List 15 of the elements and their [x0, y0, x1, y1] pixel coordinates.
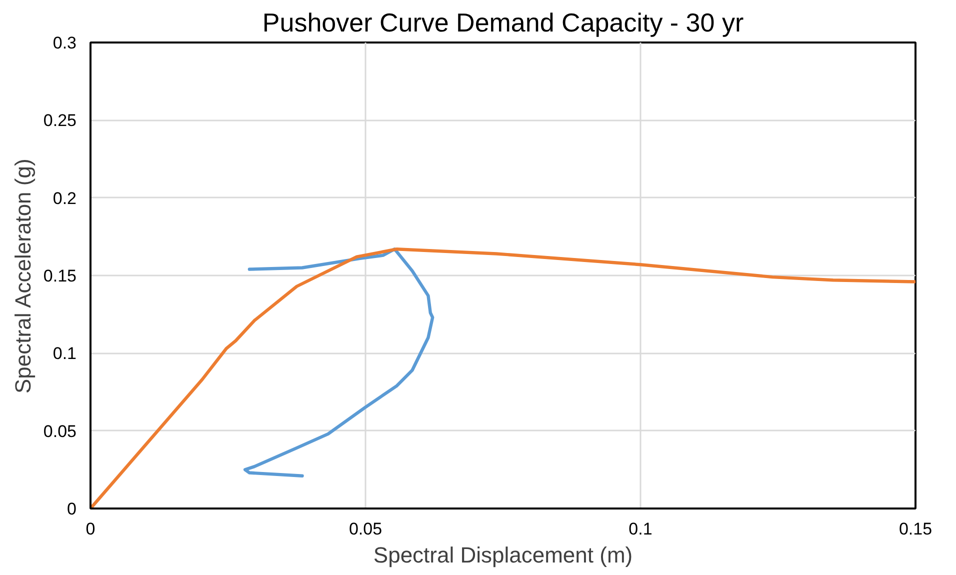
- y-tick-label: 0: [67, 500, 77, 518]
- y-tick-label: 0.2: [52, 188, 77, 208]
- chart-title: Pushover Curve Demand Capacity - 30 yr: [262, 8, 744, 38]
- x-tick-label: 0.05: [348, 520, 382, 538]
- x-axis-title: Spectral Displacement (m): [373, 542, 633, 568]
- line-series: [243, 247, 434, 478]
- y-tick-label: 0.3: [52, 34, 77, 52]
- y-tick-label: 0.1: [52, 344, 77, 364]
- x-tick-label: 0.1: [628, 520, 652, 538]
- x-tick-label: 0.15: [898, 520, 932, 538]
- y-tick-label: 0.05: [43, 422, 77, 441]
- x-tick-label: 0: [86, 520, 96, 538]
- y-tick-label: 0.15: [43, 266, 77, 286]
- y-tick-label: 0.25: [43, 111, 77, 130]
- y-axis-title: Spectral Acceleraton (g): [10, 158, 36, 394]
